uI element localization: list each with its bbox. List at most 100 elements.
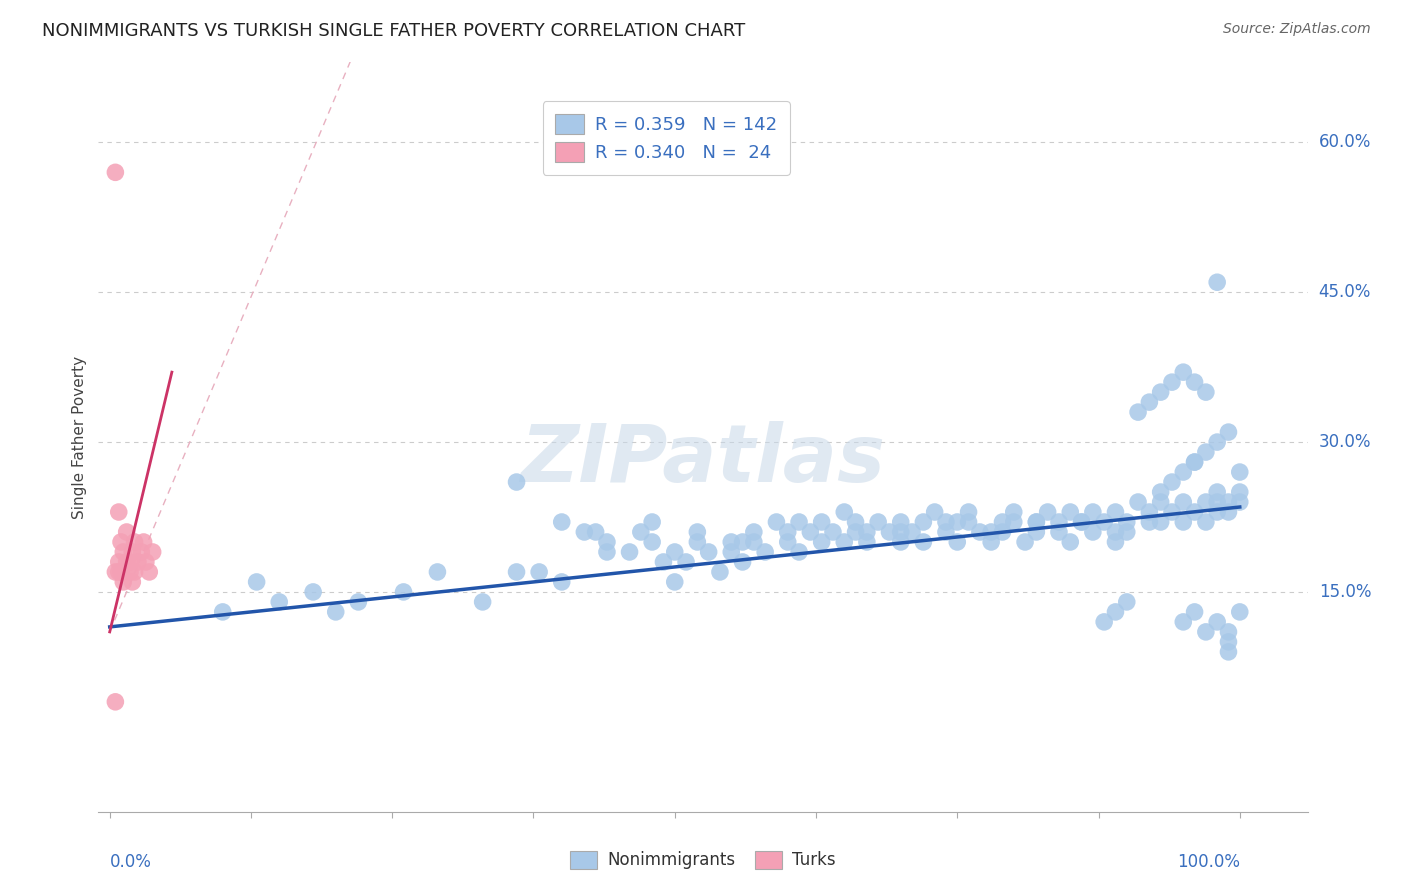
Point <box>124 565 146 579</box>
Point <box>630 524 652 539</box>
Point <box>1195 495 1218 509</box>
Point <box>1161 475 1184 489</box>
Point <box>1206 485 1229 500</box>
Point <box>991 515 1014 529</box>
Point <box>1184 505 1206 519</box>
Text: 0.0%: 0.0% <box>110 854 152 871</box>
Point <box>115 555 138 569</box>
Point <box>1195 624 1218 639</box>
Point <box>1137 515 1160 529</box>
Point <box>1081 524 1104 539</box>
Point <box>1218 635 1240 649</box>
Point <box>1002 515 1025 529</box>
Point <box>110 565 132 579</box>
Point <box>935 524 957 539</box>
Point <box>709 565 731 579</box>
Point <box>675 555 697 569</box>
Point <box>1104 535 1126 549</box>
Point <box>957 505 980 519</box>
Point <box>1059 505 1081 519</box>
Point <box>127 555 149 569</box>
Point <box>1036 505 1059 519</box>
Text: 45.0%: 45.0% <box>1319 284 1371 301</box>
Point <box>1070 515 1092 529</box>
Point <box>664 574 686 589</box>
Point <box>742 524 765 539</box>
Point <box>246 574 269 589</box>
Point <box>991 524 1014 539</box>
Point <box>1161 375 1184 389</box>
Point <box>776 535 799 549</box>
Point <box>1173 465 1195 479</box>
Point <box>754 545 776 559</box>
Point <box>969 524 991 539</box>
Point <box>720 545 742 559</box>
Point <box>1104 505 1126 519</box>
Point <box>1115 595 1137 609</box>
Point <box>686 524 709 539</box>
Point <box>132 535 155 549</box>
Point <box>1025 515 1047 529</box>
Point <box>924 505 946 519</box>
Point <box>1059 535 1081 549</box>
Point <box>799 524 821 539</box>
Point <box>1150 495 1173 509</box>
Point <box>879 524 901 539</box>
Point <box>810 535 832 549</box>
Text: 15.0%: 15.0% <box>1319 583 1371 601</box>
Point <box>505 565 527 579</box>
Point <box>104 695 127 709</box>
Point <box>347 595 370 609</box>
Point <box>731 535 754 549</box>
Point <box>1206 435 1229 450</box>
Point <box>1115 524 1137 539</box>
Point <box>104 565 127 579</box>
Point <box>641 515 664 529</box>
Point <box>551 515 574 529</box>
Point <box>1115 515 1137 529</box>
Point <box>1070 515 1092 529</box>
Point <box>912 535 935 549</box>
Point <box>890 524 912 539</box>
Point <box>107 505 129 519</box>
Point <box>1229 485 1251 500</box>
Point <box>787 515 810 529</box>
Point <box>1104 524 1126 539</box>
Y-axis label: Single Father Poverty: Single Father Poverty <box>72 356 87 518</box>
Point <box>392 585 415 599</box>
Point <box>1195 515 1218 529</box>
Point <box>1173 495 1195 509</box>
Point <box>1206 495 1229 509</box>
Point <box>845 524 868 539</box>
Point <box>946 535 969 549</box>
Point <box>138 565 160 579</box>
Point <box>115 524 138 539</box>
Point <box>856 535 879 549</box>
Point <box>120 555 142 569</box>
Point <box>912 515 935 529</box>
Point <box>1092 515 1115 529</box>
Point <box>946 515 969 529</box>
Point <box>1184 455 1206 469</box>
Point <box>935 515 957 529</box>
Point <box>832 505 855 519</box>
Text: 60.0%: 60.0% <box>1319 134 1371 152</box>
Point <box>1150 485 1173 500</box>
Point <box>121 545 143 559</box>
Point <box>868 515 890 529</box>
Point <box>1184 455 1206 469</box>
Point <box>112 545 135 559</box>
Point <box>901 524 924 539</box>
Point <box>110 535 132 549</box>
Text: Source: ZipAtlas.com: Source: ZipAtlas.com <box>1223 22 1371 37</box>
Point <box>135 555 157 569</box>
Point <box>1173 365 1195 379</box>
Point <box>1218 505 1240 519</box>
Point <box>1126 495 1149 509</box>
Point <box>1229 495 1251 509</box>
Point <box>1218 425 1240 439</box>
Point <box>1206 275 1229 289</box>
Point <box>1150 385 1173 400</box>
Point <box>686 535 709 549</box>
Point <box>1195 445 1218 459</box>
